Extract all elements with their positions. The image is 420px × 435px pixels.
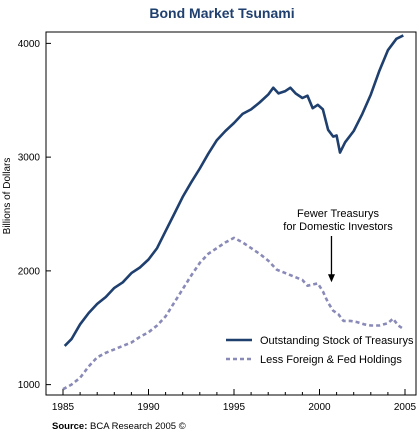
source-label: Source: xyxy=(52,421,87,432)
y-ticks: 1000 2000 3000 4000 xyxy=(18,39,51,391)
x-tick-label: 1990 xyxy=(137,402,160,413)
legend: Outstanding Stock of Treasurys Less Fore… xyxy=(226,335,414,366)
source-text: BCA Research 2005 © xyxy=(87,421,185,432)
x-tick-label: 1995 xyxy=(223,402,246,413)
y-tick-label: 1000 xyxy=(18,380,41,391)
plot-frame xyxy=(45,31,417,396)
x-tick-label: 2000 xyxy=(308,402,331,413)
annotation-arrow-head xyxy=(327,274,335,283)
x-ticks: 1985 1990 1995 2000 2005 xyxy=(52,389,417,413)
legend-label-outstanding-stock: Outstanding Stock of Treasurys xyxy=(260,335,414,347)
series-line-outstanding-stock xyxy=(63,34,404,347)
y-tick-label: 4000 xyxy=(18,39,41,50)
y-tick-label: 3000 xyxy=(18,153,41,164)
x-tick-label: 2005 xyxy=(394,402,417,413)
annotation: Fewer Treasurys for Domestic Investors xyxy=(283,208,393,283)
series-line-less-foreign-fed xyxy=(62,236,405,391)
plot-border xyxy=(45,31,417,396)
x-tick-label: 1985 xyxy=(52,402,75,413)
y-tick-label: 2000 xyxy=(18,266,41,277)
source-note: Source: BCA Research 2005 © xyxy=(52,421,186,432)
y-axis-label: Billions of Dollars xyxy=(2,158,13,235)
series-layer xyxy=(62,34,405,391)
annotation-line-1: Fewer Treasurys xyxy=(297,208,379,220)
annotation-line-2: for Domestic Investors xyxy=(283,221,393,233)
legend-label-less-foreign-fed: Less Foreign & Fed Holdings xyxy=(260,354,402,366)
chart-title: Bond Market Tsunami xyxy=(149,5,294,21)
